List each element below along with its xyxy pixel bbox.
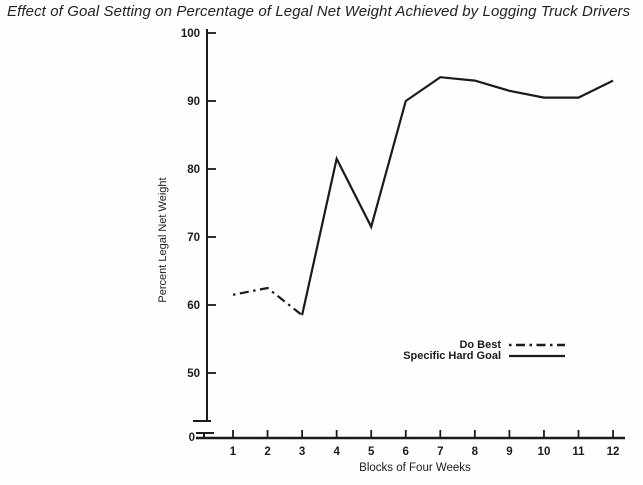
y-tick-label: 100 xyxy=(181,28,200,40)
y-origin-label: 0 xyxy=(189,432,195,444)
series-line-do-best xyxy=(232,286,303,317)
x-tick-label: 7 xyxy=(437,446,443,458)
x-tick-label: 3 xyxy=(299,446,305,458)
legend-line-dashdot-icon xyxy=(509,343,565,346)
legend-item-do-best: Do Best xyxy=(318,339,566,351)
y-axis-label: Percent Legal Net Weight xyxy=(157,177,169,303)
y-tick-label: 70 xyxy=(187,232,200,244)
x-tick-label: 9 xyxy=(506,446,512,458)
x-tick-label: 6 xyxy=(403,446,409,458)
y-tick-label: 60 xyxy=(187,300,200,312)
legend-label-do-best: Do Best xyxy=(459,338,501,351)
y-tick-label: 90 xyxy=(187,96,200,108)
series-line-specific-hard-goal xyxy=(301,76,614,316)
y-tick-label: 80 xyxy=(187,164,200,176)
x-tick-label: 1 xyxy=(230,446,237,458)
x-tick-label: 8 xyxy=(472,446,479,458)
legend-label-specific-hard-goal: Specific Hard Goal xyxy=(403,350,501,363)
x-tick-label: 11 xyxy=(572,446,585,458)
legend-line-solid-icon xyxy=(509,355,565,358)
legend-item-specific-hard-goal: Specific Hard Goal xyxy=(318,350,566,363)
x-tick-label: 4 xyxy=(333,446,340,458)
chart-title: Effect of Goal Setting on Percentage of … xyxy=(7,3,631,20)
x-tick-label: 5 xyxy=(368,446,375,458)
x-tick-label: 12 xyxy=(607,446,620,458)
x-axis-label: Blocks of Four Weeks xyxy=(359,462,471,474)
y-tick-label: 50 xyxy=(187,368,200,380)
x-tick-label: 10 xyxy=(538,446,551,458)
x-tick-label: 2 xyxy=(264,446,270,458)
legend: Do Best Specific Hard Goal xyxy=(318,339,566,362)
